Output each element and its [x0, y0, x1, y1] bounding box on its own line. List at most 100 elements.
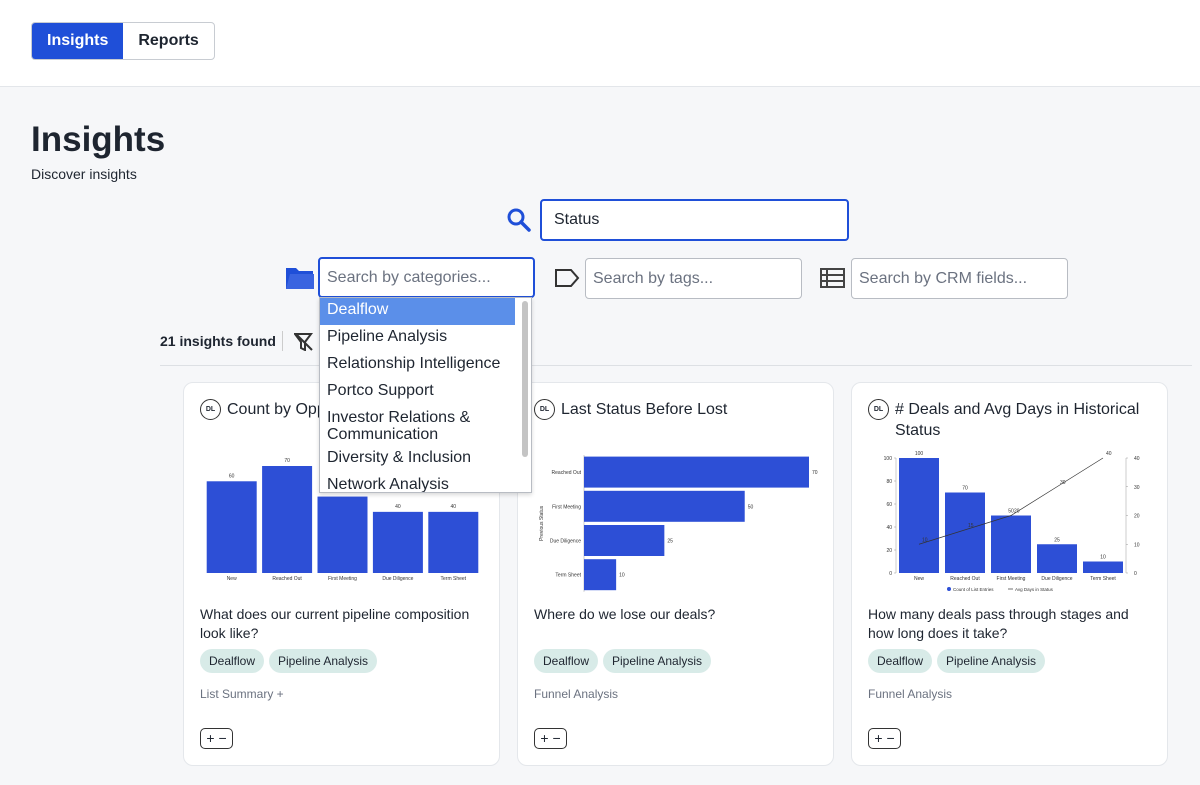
y2-tick-label: 10 — [1134, 542, 1140, 548]
x-tick-label: First Meeting — [997, 576, 1026, 582]
results-count: 21 insights found — [160, 333, 276, 349]
y-tick-label: Term Sheet — [555, 573, 581, 579]
clear-filter-icon[interactable] — [294, 333, 314, 351]
x-tick-label: Due Diligence — [382, 576, 413, 582]
bar — [584, 525, 665, 556]
tag: Pipeline Analysis — [603, 649, 712, 673]
value-label: 20 — [1014, 509, 1020, 515]
bar — [372, 511, 423, 573]
value-label: 60 — [229, 473, 235, 479]
x-tick-label: Term Sheet — [441, 576, 467, 582]
bar — [1083, 561, 1123, 573]
dropdown-option[interactable]: Investor Relations & Communication — [327, 409, 471, 443]
bar — [899, 458, 939, 573]
category-dropdown: Dealflow Pipeline Analysis Relationship In… — [319, 297, 532, 493]
bar — [262, 466, 313, 573]
insight-card[interactable]: DL # Deals and Avg Days in Historical Sta… — [851, 382, 1168, 766]
question: What does our current pipeline compositi… — [200, 606, 470, 641]
y2-tick-label: 20 — [1134, 514, 1140, 520]
expand-button[interactable]: + − — [534, 728, 567, 749]
page-title: Insights — [31, 120, 166, 159]
x-tick-label: Reached Out — [950, 576, 980, 582]
x-tick-label: Due Diligence — [1041, 576, 1072, 582]
value-label: 40 — [1106, 451, 1112, 457]
value-label: 50 — [748, 504, 754, 510]
question: How many deals pass through stages and h… — [868, 606, 1129, 641]
crm-filter[interactable]: Search by CRM fields... — [851, 258, 1068, 299]
value-label: 10 — [1100, 555, 1106, 561]
tab-group: Insights Reports — [31, 22, 215, 60]
legend-swatch — [947, 587, 951, 591]
expand-button[interactable]: + − — [200, 728, 233, 749]
card-title: # Deals and Avg Days in Historical Statu… — [895, 401, 1140, 439]
x-tick-label: Term Sheet — [1090, 576, 1116, 582]
y-tick-label: 60 — [886, 502, 892, 508]
search-input[interactable]: Status — [540, 199, 849, 241]
dropdown-option[interactable]: Portco Support — [327, 382, 434, 399]
x-tick-label: First Meeting — [328, 576, 357, 582]
mini-chart: 0 20 40 60 80 100 0 10 20 30 40 100 70 50 25 10 Count of… — [884, 451, 1140, 592]
value-label: 10 — [922, 537, 928, 543]
expand-button[interactable]: + − — [868, 728, 901, 749]
value-label: 70 — [962, 486, 968, 492]
category-filter[interactable]: Search by categories... — [318, 257, 535, 298]
tag: Pipeline Analysis — [937, 649, 1046, 673]
dropdown-option[interactable]: Network Analysis — [327, 476, 449, 493]
value-label: 70 — [284, 458, 290, 464]
category-label: Funnel Analysis — [868, 687, 953, 701]
value-label: 25 — [667, 539, 673, 545]
mini-chart: 70 Reached Out 50 First Meeting 25 Due Dilige… — [539, 455, 818, 592]
legend-label: Count of List Entries — [953, 587, 994, 592]
y-tick-label: First Meeting — [552, 504, 581, 510]
value-label: 40 — [395, 504, 401, 510]
x-tick-label: New — [914, 576, 924, 582]
bar — [584, 490, 745, 522]
bar — [584, 559, 617, 591]
value-label: 50 — [1008, 509, 1014, 515]
bar — [317, 496, 368, 573]
tab[interactable]: Insights — [32, 23, 124, 59]
line — [918, 457, 1104, 545]
y-tick-label: 80 — [886, 479, 892, 485]
y2-tick-label: 30 — [1134, 485, 1140, 491]
scrollbar — [522, 301, 528, 457]
tag-filter[interactable]: Search by tags... — [585, 258, 802, 299]
dropdown-option[interactable]: Pipeline Analysis — [327, 328, 448, 345]
search-icon — [507, 208, 531, 232]
category-label: Funnel Analysis — [534, 687, 619, 701]
y-tick-label: 0 — [889, 571, 892, 577]
list-icon — [820, 268, 845, 288]
bar — [991, 515, 1031, 573]
y-tick-label: 20 — [886, 548, 892, 554]
insight-card[interactable]: DL Last Status Before Lost 70 Reached Out 50… — [517, 382, 834, 766]
dropdown-option[interactable]: Diversity & Inclusion — [327, 449, 472, 466]
badge: DL — [868, 399, 889, 420]
tag-icon — [555, 269, 580, 287]
card-title: Last Status Before Lost — [561, 401, 728, 418]
axis-title: Previous Status — [539, 505, 545, 541]
value-label: 40 — [451, 504, 457, 510]
tab[interactable]: Reports — [138, 32, 199, 49]
value-label: 30 — [1060, 480, 1066, 486]
tag: Pipeline Analysis — [269, 649, 378, 673]
tag: Dealflow — [868, 649, 933, 673]
tag: Dealflow — [200, 649, 265, 673]
category-label: List Summary + — [200, 687, 284, 701]
question: Where do we lose our deals? — [534, 606, 716, 622]
bar — [206, 481, 257, 573]
x-tick-label: New — [227, 576, 237, 582]
bar — [428, 511, 479, 573]
y-tick-label: Reached Out — [552, 470, 582, 476]
value-label: 70 — [812, 470, 818, 476]
x-tick-label: Reached Out — [272, 576, 302, 582]
y-tick-label: 40 — [886, 525, 892, 531]
dropdown-option[interactable]: Relationship Intelligence — [327, 355, 501, 372]
value-label: 15 — [968, 523, 974, 529]
page-subtitle: Discover insights — [31, 166, 137, 182]
dropdown-option[interactable]: Dealflow — [320, 298, 515, 325]
bar — [584, 456, 809, 488]
y-tick-label: 100 — [884, 456, 893, 462]
badge: DL — [534, 399, 555, 420]
bar — [945, 492, 985, 573]
